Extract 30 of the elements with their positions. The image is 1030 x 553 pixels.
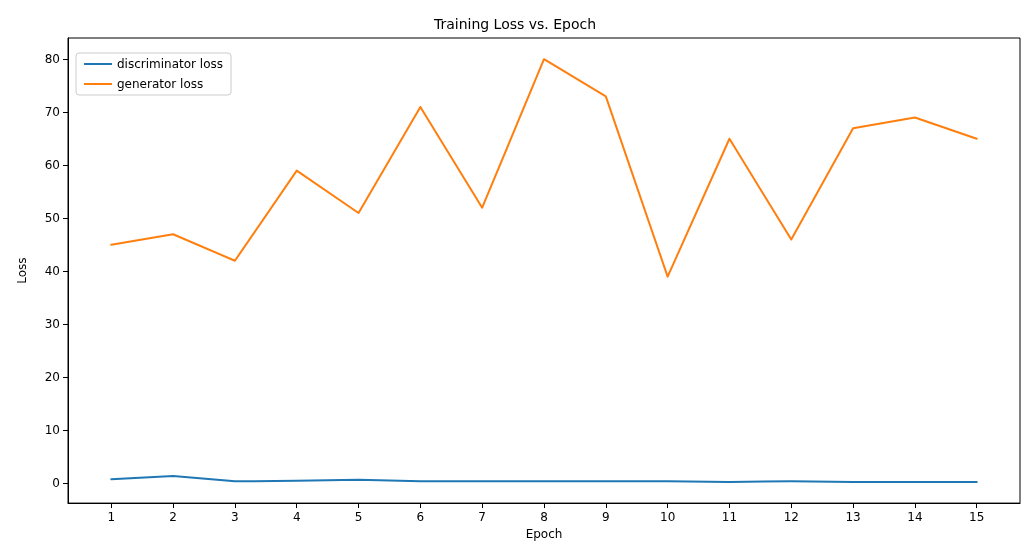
y-tick-label: 0 — [52, 476, 60, 491]
chart-title: Training Loss vs. Epoch — [432, 16, 597, 32]
x-tick-label: 2 — [169, 510, 177, 525]
x-tick-label: 12 — [783, 510, 799, 525]
line-series — [110, 58, 978, 278]
x-tick-label: 1 — [107, 510, 116, 525]
y-tick-label: 40 — [44, 264, 60, 279]
x-axis-title: Epoch — [525, 527, 563, 541]
legend-label: discriminator loss — [117, 57, 224, 71]
x-tick-label: 11 — [721, 510, 738, 525]
x-tick-label: 9 — [602, 510, 610, 525]
legend-label: generator loss — [117, 77, 204, 91]
x-tick-label: 10 — [660, 510, 676, 525]
y-tick-label: 30 — [44, 317, 60, 332]
x-tick-label: 13 — [845, 510, 861, 525]
x-tick-label: 7 — [478, 510, 486, 525]
x-tick-label: 8 — [540, 510, 548, 525]
y-tick-label: 10 — [44, 423, 60, 438]
y-tick-label: 20 — [44, 370, 60, 385]
y-axis-title: Loss — [15, 257, 29, 284]
y-tick-label: 70 — [44, 105, 60, 120]
x-tick-label: 15 — [969, 510, 985, 525]
y-tick-label: 80 — [44, 52, 60, 67]
x-tick-label: 14 — [907, 510, 923, 525]
x-tick-label: 6 — [416, 510, 425, 525]
x-tick-label: 4 — [292, 510, 301, 525]
x-tick-label: 5 — [354, 510, 363, 525]
y-tick-label: 50 — [44, 211, 60, 226]
y-tick-label: 60 — [44, 158, 60, 173]
x-tick-label: 3 — [231, 510, 239, 525]
